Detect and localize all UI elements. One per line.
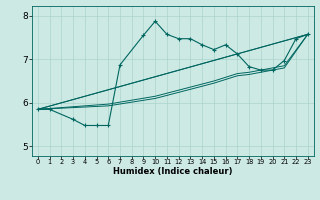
X-axis label: Humidex (Indice chaleur): Humidex (Indice chaleur) (113, 167, 233, 176)
